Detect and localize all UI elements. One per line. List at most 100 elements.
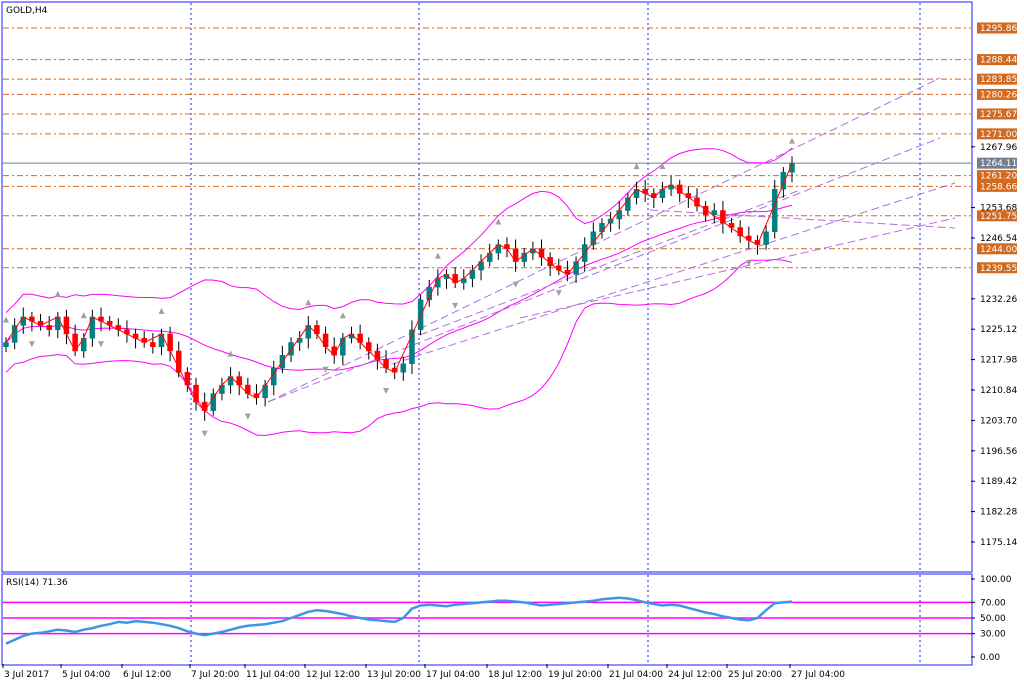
candle-body bbox=[702, 205, 709, 215]
fractal-markers bbox=[3, 137, 795, 437]
candle-body bbox=[763, 231, 769, 245]
level-label-box bbox=[977, 210, 1017, 222]
candle-body bbox=[720, 210, 726, 224]
fractal-up-icon bbox=[227, 350, 234, 357]
candle-body bbox=[780, 171, 787, 190]
rsi-tick-label: 0.00 bbox=[980, 653, 1000, 663]
time-tick-label: 6 Jul 12:00 bbox=[123, 670, 172, 680]
price-tick-label: 1175.14 bbox=[980, 538, 1017, 548]
fractal-up-icon bbox=[80, 312, 87, 319]
price-tick-label: 1246.54 bbox=[980, 234, 1017, 244]
candle-body bbox=[184, 372, 191, 386]
price-tick-label: 1217.98 bbox=[980, 356, 1017, 366]
level-label-0: 1295.86 bbox=[977, 22, 1017, 34]
time-tick-label: 11 Jul 04:00 bbox=[246, 670, 300, 680]
candle-body bbox=[599, 223, 605, 233]
zigzag-indicator bbox=[5, 163, 793, 412]
candle-body bbox=[150, 342, 156, 347]
fractal-up-icon bbox=[339, 312, 346, 319]
candle-47 bbox=[409, 320, 415, 374]
candle-66 bbox=[573, 256, 579, 283]
rsi-tick-label: 50.00 bbox=[980, 614, 1006, 624]
candle-body bbox=[175, 350, 182, 373]
candle-body bbox=[547, 257, 553, 267]
price-tick-label: 1203.70 bbox=[980, 416, 1017, 426]
candle-body bbox=[711, 210, 718, 215]
level-label-1: 1288.44 bbox=[977, 54, 1017, 66]
rsi-tick-label: 70.00 bbox=[980, 598, 1006, 608]
price-tick-label: 1196.56 bbox=[980, 447, 1017, 457]
fractal-down-icon bbox=[452, 302, 459, 309]
price-tick-label: 1189.42 bbox=[980, 477, 1017, 487]
fractal-down-icon bbox=[512, 281, 519, 288]
time-tick-label: 5 Jul 04:00 bbox=[62, 670, 111, 680]
level-price-labels: 1295.86 1288.44 1283.85 1280.26 1275.67 1271.… bbox=[977, 22, 1017, 274]
main-panel-frame bbox=[1, 1, 973, 573]
current-price-label: 1264.11 bbox=[977, 157, 1017, 169]
candle-body bbox=[262, 384, 268, 399]
candle-90 bbox=[780, 167, 787, 198]
level-label-text: 1288.44 bbox=[980, 56, 1017, 66]
level-label-6: 1261.20 bbox=[977, 170, 1017, 182]
candle-body bbox=[573, 261, 579, 275]
level-label-9: 1244.00 bbox=[977, 243, 1017, 255]
candle-body bbox=[771, 188, 778, 233]
fractal-down-icon bbox=[745, 260, 752, 267]
candle-88 bbox=[763, 224, 769, 250]
bollinger-upper-band bbox=[5, 147, 793, 314]
level-label-box bbox=[977, 262, 1017, 274]
chart-title: GOLD,H4 bbox=[6, 6, 48, 16]
level-label-box bbox=[977, 22, 1017, 34]
level-label-3: 1280.26 bbox=[977, 88, 1017, 100]
price-tick-label: 1225.12 bbox=[980, 325, 1017, 335]
level-label-text: 1239.55 bbox=[980, 264, 1017, 274]
time-tick-label: 27 Jul 04:00 bbox=[791, 670, 845, 680]
candle-body bbox=[55, 316, 61, 330]
candle-91 bbox=[789, 156, 795, 183]
candle-body bbox=[400, 363, 407, 373]
level-label-box bbox=[977, 170, 1017, 182]
candle-17 bbox=[150, 333, 156, 354]
bollinger-bands bbox=[5, 147, 793, 437]
time-tick-label: 7 Jul 20:00 bbox=[191, 670, 240, 680]
trend-line-0 bbox=[267, 77, 941, 403]
rsi-indicator: 100.00 70.00 50.00 30.00 0.00 bbox=[3, 575, 1012, 663]
level-label-5: 1271.00 bbox=[977, 128, 1017, 140]
fractal-up-icon bbox=[789, 137, 795, 144]
zigzag-line bbox=[5, 163, 793, 412]
trend-line-4 bbox=[649, 209, 956, 229]
fractal-up-icon bbox=[158, 307, 165, 314]
time-tick-label: 25 Jul 20:00 bbox=[728, 670, 782, 680]
level-label-7: 1258.66 bbox=[977, 180, 1017, 192]
fractal-down-icon bbox=[98, 341, 105, 348]
candle-49 bbox=[426, 279, 432, 307]
trend-line-2 bbox=[379, 182, 956, 369]
fractal-down-icon bbox=[244, 413, 251, 420]
level-label-8: 1251.75 bbox=[977, 210, 1017, 222]
fractal-up-icon bbox=[633, 163, 640, 170]
level-label-box bbox=[977, 73, 1017, 85]
candle-body bbox=[590, 231, 597, 245]
fractal-down-icon bbox=[383, 388, 390, 395]
level-label-text: 1261.20 bbox=[980, 172, 1017, 182]
level-label-box bbox=[977, 108, 1017, 120]
candle-body bbox=[538, 248, 545, 258]
candle-body bbox=[426, 286, 432, 301]
candle-81 bbox=[702, 201, 709, 222]
price-tick-label: 1210.84 bbox=[980, 386, 1017, 396]
candle-body bbox=[625, 197, 631, 211]
level-label-2: 1283.85 bbox=[977, 73, 1017, 85]
horizontal-levels bbox=[3, 27, 971, 269]
rsi-label: RSI(14) 71.36 bbox=[6, 578, 68, 588]
level-label-text: 1271.00 bbox=[980, 130, 1017, 140]
candle-46 bbox=[400, 356, 407, 381]
level-label-box bbox=[977, 54, 1017, 66]
fractal-up-icon bbox=[659, 163, 666, 170]
trend-line-3 bbox=[519, 217, 956, 319]
candle-82 bbox=[711, 203, 718, 224]
time-tick-label: 18 Jul 12:00 bbox=[488, 670, 542, 680]
candle-body bbox=[417, 299, 424, 330]
